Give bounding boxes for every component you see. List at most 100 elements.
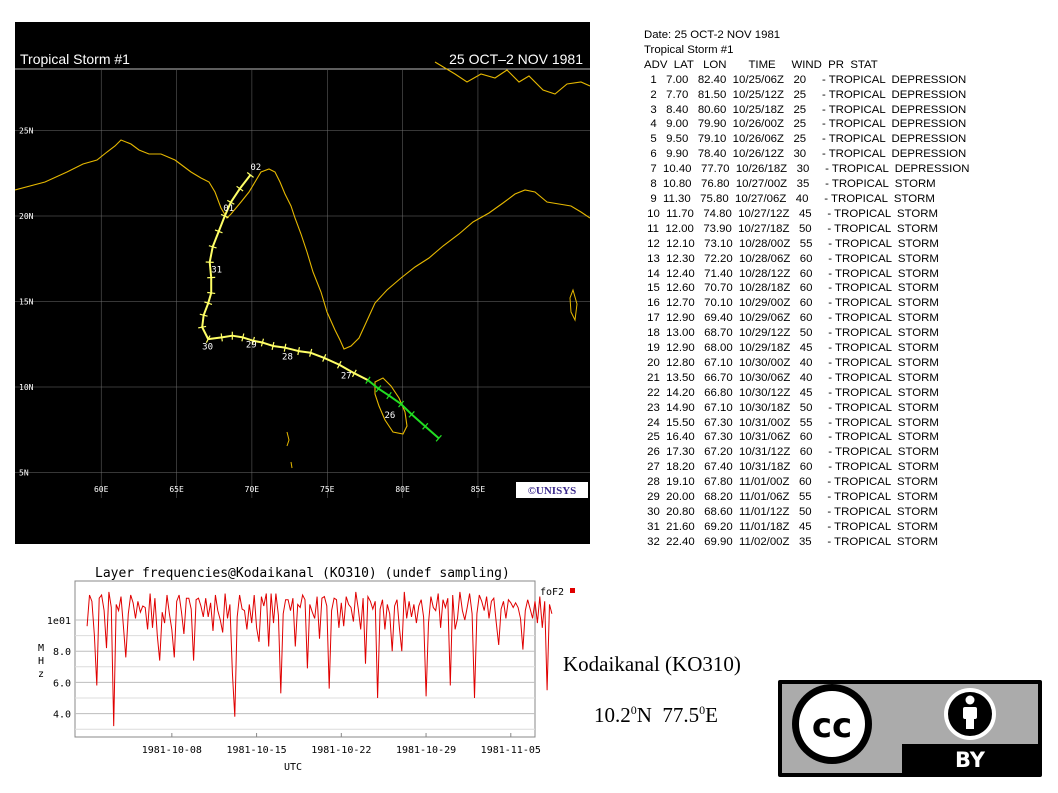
advisory-rows: 1 7.00 82.40 10/25/06Z 20 - TROPICAL DEP… (644, 73, 1054, 550)
cc-by-license-svg: cc BY (782, 684, 1038, 773)
advisory-row: 9 11.30 75.80 10/27/06Z 40 - TROPICAL ST… (644, 192, 935, 205)
freq-x-tick-label: 1981-10-22 (311, 745, 371, 756)
track-fix-marker (386, 391, 392, 400)
track-segment (377, 387, 390, 397)
track-fix-marker (297, 347, 300, 356)
track-segment (207, 292, 213, 304)
license-by-band (902, 744, 1038, 773)
storm-track (198, 172, 442, 442)
track-fix-marker (246, 172, 254, 178)
track-segment (284, 346, 299, 353)
advisory-row: 1 7.00 82.40 10/25/06Z 20 - TROPICAL DEP… (644, 73, 967, 86)
track-day-label: 27 (341, 371, 352, 381)
track-segment (211, 231, 220, 248)
advisory-row: 20 12.80 67.10 10/30/00Z 40 - TROPICAL S… (644, 356, 939, 369)
advisory-row: 12 12.10 73.10 10/28/00Z 55 - TROPICAL S… (644, 237, 939, 250)
track-segment (208, 246, 214, 263)
advisory-row: 8 10.80 76.80 10/27/00Z 35 - TROPICAL ST… (644, 178, 936, 191)
track-fix-marker (199, 313, 208, 317)
advisory-row: 24 15.50 67.30 10/31/00Z 55 - TROPICAL S… (644, 416, 939, 429)
station-lat-degree: 0 (630, 703, 637, 717)
storm-day-labels: 26 27 28 29 30 31 01 02 (202, 163, 395, 421)
track-segment (367, 379, 380, 390)
advisory-row: 26 17.30 67.20 10/31/12Z 60 - TROPICAL S… (644, 446, 939, 459)
track-day-label: 31 (211, 265, 222, 275)
track-segment (223, 201, 232, 217)
track-segment (298, 350, 311, 354)
advisory-row: 32 22.40 69.90 11/02/00Z 35 - TROPICAL S… (644, 535, 938, 548)
track-segment (229, 188, 241, 203)
map-lon-label: 70E (245, 485, 260, 494)
attribution-icon (944, 688, 996, 740)
track-fix-marker (198, 325, 207, 329)
map-lat-label: 10N (19, 383, 34, 392)
freq-series-line (86, 591, 553, 727)
track-segment (242, 336, 254, 342)
track-fix-marker (208, 245, 217, 249)
track-fix-marker (398, 400, 405, 408)
coastline-north (434, 61, 590, 95)
track-segment (338, 363, 355, 375)
freq-y-axis-label: MHz (38, 643, 44, 680)
freq-chart-title: Layer frequencies@Kodaikanal (KO310) (un… (95, 566, 510, 581)
freq-y-ticks: 1e01 8.0 6.0 4.0 (47, 616, 71, 721)
track-fix-marker (408, 411, 415, 418)
advisory-storm-name: Tropical Storm #1 (644, 43, 734, 56)
map-lon-label: 65E (169, 485, 184, 494)
station-lon-degree: 0 (699, 703, 706, 717)
track-fix-marker (351, 369, 357, 378)
track-segment (353, 372, 369, 382)
track-segment (232, 334, 244, 339)
cc-by-license-badge: cc BY (778, 680, 1042, 777)
track-fix-marker (283, 343, 287, 352)
station-lon-hemisphere: E (705, 703, 718, 727)
freq-legend-label: foF2 (540, 587, 564, 598)
unisys-logo: ©UNISYS (528, 485, 577, 497)
advisory-row: 23 14.90 67.10 10/30/18Z 50 - TROPICAL S… (644, 401, 939, 414)
track-fix-marker (214, 229, 223, 234)
advisory-row: 6 9.90 78.40 10/26/12Z 30 - TROPICAL DEP… (644, 148, 967, 161)
track-fix-marker (375, 385, 382, 393)
track-fix-marker (205, 335, 211, 343)
freq-y-axis-label-char: z (38, 669, 44, 680)
advisory-row: 30 20.80 68.60 11/01/12Z 50 - TROPICAL S… (644, 506, 938, 518)
track-segment (208, 336, 222, 341)
track-segment (262, 341, 274, 347)
map-title: Tropical Storm #1 (20, 51, 130, 67)
track-segment (253, 339, 263, 344)
track-segment (323, 357, 340, 366)
advisory-listing: Date: 25 OCT-2 NOV 1981 Tropical Storm #… (644, 28, 1054, 550)
advisory-row: 21 13.50 66.70 10/30/06Z 40 - TROPICAL S… (644, 371, 939, 384)
map-lon-label: 60E (94, 485, 109, 494)
advisory-row: 4 9.00 79.90 10/26/00Z 25 - TROPICAL DEP… (644, 118, 967, 131)
advisory-row: 7 10.40 77.70 10/26/18Z 30 - TROPICAL DE… (644, 163, 970, 176)
by-label: BY (955, 748, 986, 772)
advisory-row: 18 13.00 68.70 10/29/12Z 50 - TROPICAL S… (644, 327, 939, 340)
track-day-label: 29 (246, 341, 257, 351)
track-segment (201, 315, 205, 328)
track-day-label: 02 (250, 163, 261, 173)
advisory-row: 15 12.60 70.70 10/28/18Z 60 - TROPICAL S… (644, 282, 939, 295)
map-lon-label: 80E (395, 485, 410, 494)
freq-y-axis-label-char: M (38, 643, 44, 654)
track-fix-marker (365, 376, 371, 384)
advisory-date: Date: 25 OCT-2 NOV 1981 (644, 29, 781, 41)
track-segment (221, 334, 233, 339)
map-graticule: 25N 20N 15N 10N 5N 60E 65E 70E 75E 80E 85E (15, 70, 590, 498)
track-segment (424, 425, 440, 440)
coastline-sri-lanka (374, 377, 408, 435)
track-fix-marker (241, 333, 245, 342)
map-date-range: 25 OCT–2 NOV 1981 (449, 51, 583, 67)
map-lat-label: 25N (19, 127, 34, 136)
station-name: Kodaikanal (KO310) (563, 652, 741, 676)
advisory-row: 28 19.10 67.80 11/01/00Z 60 - TROPICAL S… (644, 476, 938, 489)
freq-y-tick-label: 6.0 (53, 678, 71, 689)
cc-icon: cc (792, 684, 872, 764)
track-fix-marker (204, 301, 213, 306)
map-lat-label: 20N (19, 212, 34, 221)
freq-y-tick-label: 4.0 (53, 710, 71, 721)
track-fix-marker (220, 333, 223, 342)
layer-frequency-chart: Layer frequencies@Kodaikanal (KO310) (un… (30, 556, 590, 778)
track-fix-marker (220, 213, 229, 219)
station-coordinates: 10.20N 77.50E (594, 703, 718, 728)
